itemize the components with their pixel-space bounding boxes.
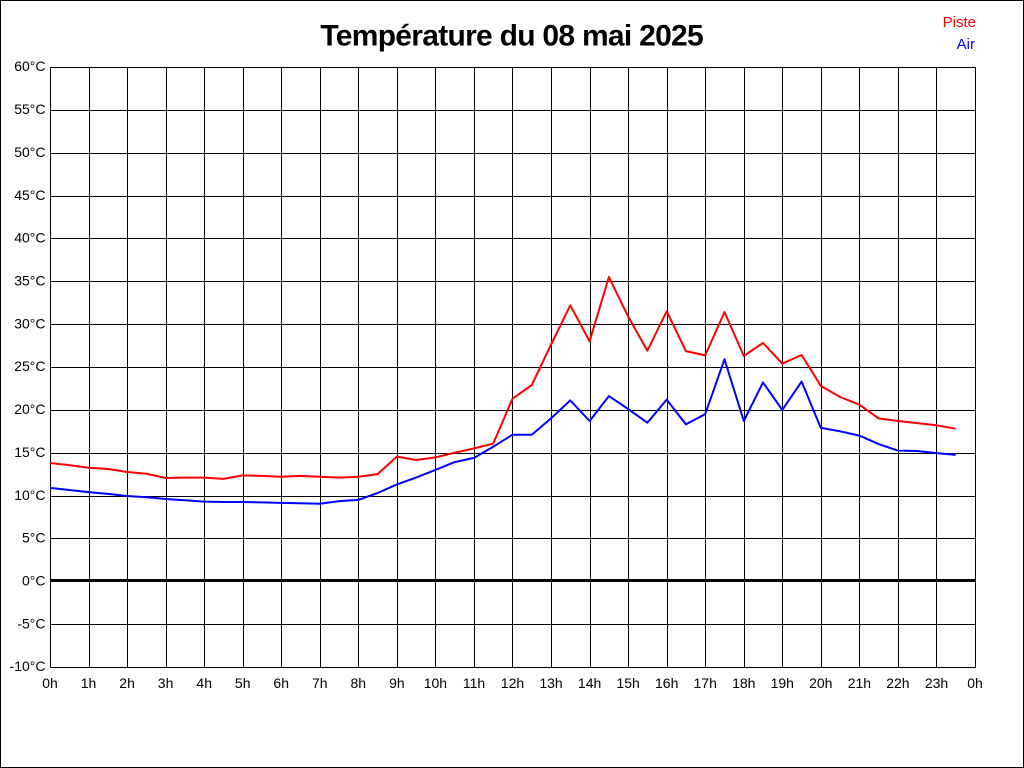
svg-text:35°C: 35°C	[14, 273, 45, 289]
svg-text:19h: 19h	[771, 675, 794, 691]
svg-text:-5°C: -5°C	[17, 615, 45, 631]
svg-text:0°C: 0°C	[22, 573, 46, 589]
svg-text:23h: 23h	[925, 675, 948, 691]
svg-text:-10°C: -10°C	[10, 658, 46, 674]
svg-text:Air: Air	[957, 36, 975, 53]
svg-text:15h: 15h	[616, 675, 639, 691]
svg-text:12h: 12h	[501, 675, 524, 691]
svg-text:50°C: 50°C	[14, 144, 45, 160]
svg-text:0h: 0h	[967, 675, 983, 691]
svg-text:5°C: 5°C	[22, 530, 46, 546]
svg-text:3h: 3h	[158, 675, 174, 691]
svg-text:20°C: 20°C	[14, 401, 45, 417]
svg-text:2h: 2h	[119, 675, 135, 691]
svg-text:6h: 6h	[273, 675, 289, 691]
svg-text:9h: 9h	[389, 675, 405, 691]
svg-text:17h: 17h	[694, 675, 717, 691]
svg-text:10h: 10h	[424, 675, 447, 691]
svg-text:1h: 1h	[81, 675, 97, 691]
svg-text:5h: 5h	[235, 675, 251, 691]
svg-text:11h: 11h	[463, 675, 485, 691]
svg-text:0h: 0h	[42, 675, 58, 691]
svg-text:60°C: 60°C	[14, 58, 45, 74]
svg-text:25°C: 25°C	[14, 358, 45, 374]
svg-text:10°C: 10°C	[14, 487, 45, 503]
svg-text:4h: 4h	[196, 675, 212, 691]
svg-text:40°C: 40°C	[14, 230, 45, 246]
svg-text:18h: 18h	[732, 675, 755, 691]
svg-text:14h: 14h	[578, 675, 601, 691]
svg-text:8h: 8h	[351, 675, 367, 691]
svg-text:30°C: 30°C	[14, 315, 45, 331]
svg-text:15°C: 15°C	[14, 444, 45, 460]
svg-text:20h: 20h	[809, 675, 832, 691]
svg-text:21h: 21h	[848, 675, 871, 691]
svg-text:55°C: 55°C	[14, 101, 45, 117]
svg-text:Température du 08 mai 2025: Température du 08 mai 2025	[320, 20, 703, 53]
svg-text:45°C: 45°C	[14, 187, 45, 203]
svg-text:Piste: Piste	[943, 14, 976, 31]
svg-text:22h: 22h	[886, 675, 909, 691]
svg-text:13h: 13h	[539, 675, 562, 691]
svg-text:7h: 7h	[312, 675, 328, 691]
svg-text:16h: 16h	[655, 675, 678, 691]
